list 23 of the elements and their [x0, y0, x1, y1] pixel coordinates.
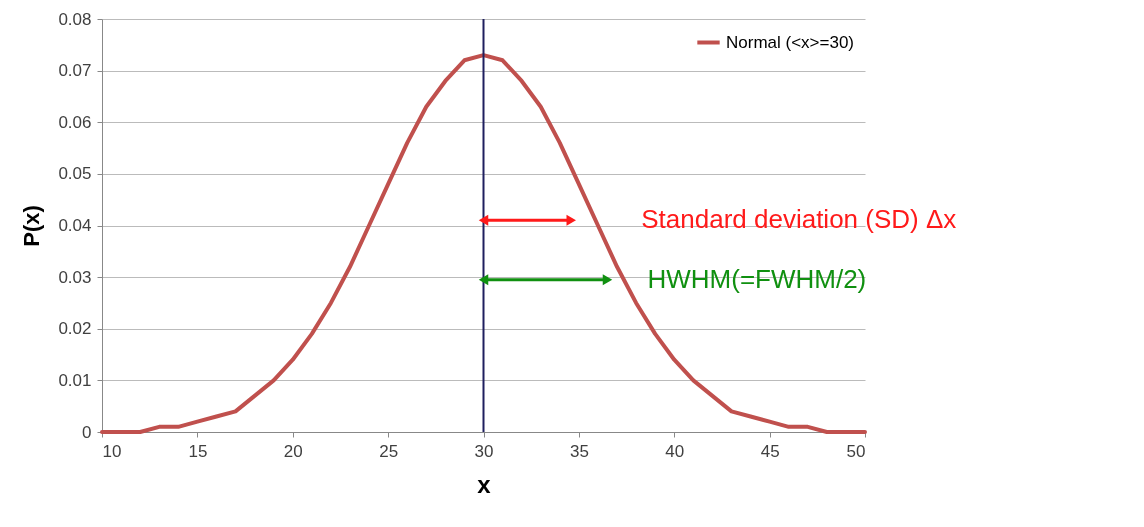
- y-axis-title: P(x): [19, 205, 45, 247]
- annotation: HWHM(=FWHM/2): [647, 263, 867, 294]
- x-tick-label: 35: [569, 441, 589, 461]
- x-tick-label: 45: [760, 441, 780, 461]
- x-tick-label: 50: [846, 441, 866, 461]
- y-tick-label: 0.07: [58, 61, 92, 81]
- y-tick-label: 0.08: [58, 9, 92, 29]
- y-tick-label: 0.04: [58, 216, 92, 235]
- x-tick-label: 40: [665, 441, 685, 461]
- x-tick-label: 15: [188, 441, 208, 461]
- x-tick-label: 30: [474, 441, 494, 461]
- x-tick-label: 10: [102, 441, 122, 461]
- y-tick-label: 0.06: [58, 112, 92, 132]
- y-tick-label: 0.03: [58, 267, 92, 287]
- legend-label: Normal (<x>=30): [726, 32, 855, 52]
- y-tick-label: 0.01: [58, 370, 92, 390]
- y-tick-label: 0.02: [58, 319, 92, 339]
- x-axis-title: x: [477, 470, 492, 498]
- x-tick-label: 25: [379, 441, 399, 461]
- y-tick-label: 0: [82, 422, 92, 442]
- y-tick-label: 0.05: [58, 164, 92, 184]
- annotation: Standard deviation (SD) Δx: [641, 204, 957, 235]
- x-tick-label: 20: [283, 441, 303, 461]
